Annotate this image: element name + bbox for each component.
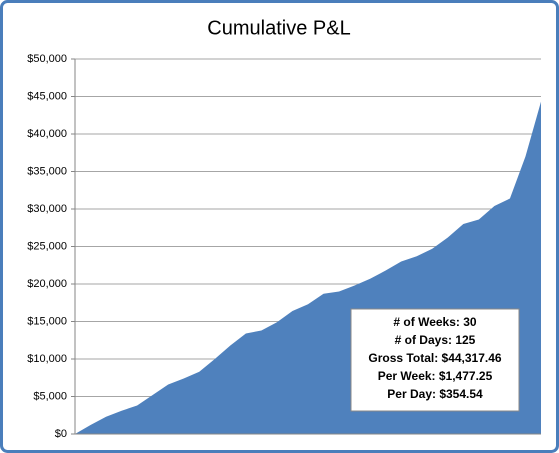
annotation: Gross Total: $44,317.46 <box>368 351 502 365</box>
annotation: Per Week: $1,477.25 <box>378 369 493 383</box>
y-tick-label: $35,000 <box>27 165 67 177</box>
y-tick-label: $45,000 <box>27 90 67 102</box>
y-tick-label: $40,000 <box>27 128 67 140</box>
y-tick-label: $15,000 <box>27 315 67 327</box>
annotation-box <box>350 308 520 412</box>
chart-title: Cumulative P&L <box>207 17 350 39</box>
y-tick-label: $50,000 <box>27 53 67 65</box>
y-tick-label: $5,000 <box>33 390 67 402</box>
annotation: Per Day: $354.54 <box>387 387 483 401</box>
y-tick-label: $25,000 <box>27 240 67 252</box>
annotation: # of Days: 125 <box>395 333 476 347</box>
y-tick-label: $10,000 <box>27 353 67 365</box>
y-tick-label: $0 <box>55 428 67 440</box>
y-tick-label: $20,000 <box>27 278 67 290</box>
y-tick-label: $30,000 <box>27 203 67 215</box>
annotation: # of Weeks: 30 <box>393 315 476 329</box>
